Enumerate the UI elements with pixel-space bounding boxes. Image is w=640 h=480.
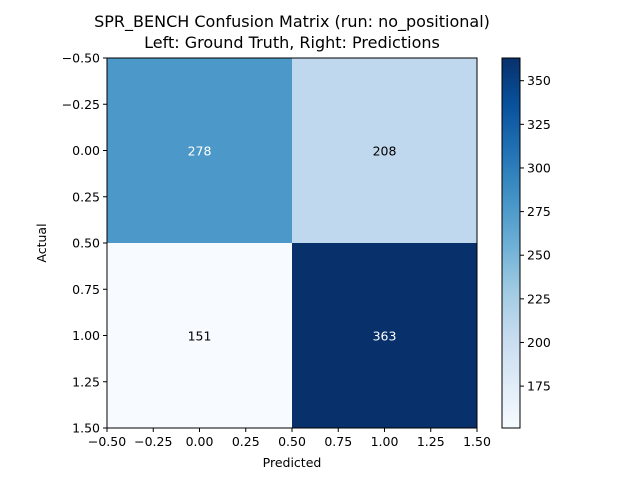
cell-value-label-r0-c1: 208 (373, 144, 397, 159)
colorbar-tick-label: 300 (527, 160, 551, 175)
colorbar-tick-label: 325 (527, 117, 551, 132)
x-tick-label: 1.25 (417, 434, 445, 449)
cell-value-label-r0-c0: 278 (188, 144, 212, 159)
y-tick-label: 0.50 (72, 236, 100, 251)
colorbar-tick-label: 250 (527, 248, 551, 263)
y-tick-label: 0.75 (72, 282, 100, 297)
x-tick-label: 0.75 (324, 434, 352, 449)
heatmap-cell-labels: 278 208 151 363 (188, 144, 397, 344)
y-tick-label: 1.50 (72, 421, 100, 436)
colorbar-tick-label: 200 (527, 335, 551, 350)
x-tick-label: −0.50 (88, 434, 126, 449)
colorbar-tick-label: 350 (527, 73, 551, 88)
cell-value-label-r1-c1: 363 (373, 329, 397, 344)
x-tick-label: 1.50 (463, 434, 491, 449)
colorbar-ticks: 175 200 225 250 275 300 325 350 (520, 73, 551, 394)
x-tick-label: −0.25 (134, 434, 172, 449)
x-tick-label: 1.00 (371, 434, 399, 449)
chart-title: SPR_BENCH Confusion Matrix (run: no_posi… (94, 12, 490, 32)
heatmap-cell-r1-c0 (107, 243, 293, 429)
x-axis-ticks: −0.50 −0.25 0.00 0.25 0.50 0.75 1.00 1.25 1.50 (88, 428, 491, 449)
colorbar-tick-label: 175 (527, 379, 551, 394)
y-tick-label: −0.25 (62, 97, 100, 112)
colorbar (501, 57, 521, 429)
colorbar-tick-label: 275 (527, 204, 551, 219)
heatmap-cell-r0-c1 (292, 58, 478, 244)
y-tick-label: 0.00 (72, 143, 100, 158)
colorbar-tick-label: 225 (527, 291, 551, 306)
y-tick-label: 1.25 (72, 374, 100, 389)
chart-subtitle: Left: Ground Truth, Right: Predictions (144, 33, 440, 52)
heatmap-cells (107, 58, 478, 429)
cell-value-label-r1-c0: 151 (188, 329, 212, 344)
x-tick-label: 0.50 (278, 434, 306, 449)
x-axis-label: Predicted (263, 455, 322, 470)
y-tick-label: 0.25 (72, 189, 100, 204)
y-tick-label: 1.00 (72, 328, 100, 343)
y-axis-label: Actual (34, 223, 49, 262)
heatmap-cell-r0-c0 (107, 58, 293, 244)
x-tick-label: 0.25 (232, 434, 260, 449)
heatmap-cell-r1-c1 (292, 243, 478, 429)
x-tick-label: 0.00 (186, 434, 214, 449)
y-axis-ticks: −0.50 −0.25 0.00 0.25 0.50 0.75 1.00 1.25 1.50 (62, 51, 107, 436)
y-tick-label: −0.50 (62, 51, 100, 66)
